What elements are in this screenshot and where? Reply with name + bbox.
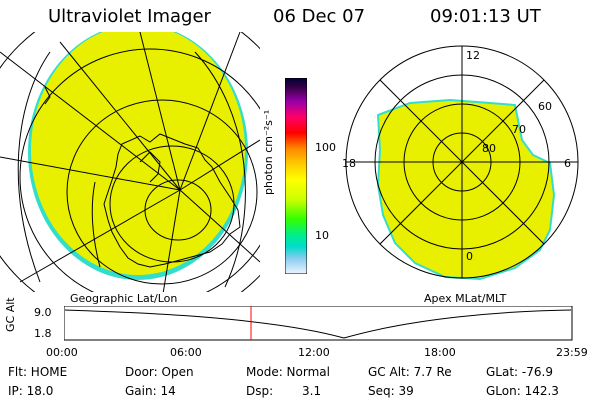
mode-status: Mode: Normal <box>246 365 330 379</box>
gain-value: Gain: 14 <box>125 384 176 398</box>
coastline <box>103 133 241 268</box>
xtick-0000: 00:00 <box>46 346 78 359</box>
altitude-ytick-low: 1.8 <box>34 327 52 340</box>
door-status: Door: Open <box>125 365 194 379</box>
geographic-label: Geographic Lat/Lon <box>70 292 178 305</box>
app-title: Ultraviolet Imager <box>48 6 211 27</box>
apex-polar-plot: 12 18 6 0 60 70 80 <box>342 45 579 281</box>
altitude-curve <box>64 309 572 339</box>
xtick-1800: 18:00 <box>424 346 456 359</box>
glon-value: GLon: 142.3 <box>486 384 559 398</box>
ip-value: IP: 18.0 <box>8 384 54 398</box>
mlt-tick-12: 12 <box>466 49 480 62</box>
dsp-label: Dsp: <box>246 384 274 398</box>
altitude-ylabel: GC Alt <box>4 297 17 332</box>
colorbar <box>285 78 307 274</box>
mlat-label-70: 70 <box>512 123 526 136</box>
colorbar-tick-10: 10 <box>315 229 329 242</box>
date-label: 06 Dec 07 <box>273 6 366 27</box>
mlt-tick-0: 0 <box>466 250 473 263</box>
seq-value: Seq: 39 <box>368 384 414 398</box>
mlt-tick-18: 18 <box>342 157 356 170</box>
dsp-value: 3.1 <box>302 384 322 398</box>
geographic-map <box>0 32 260 292</box>
gc-alt-value: GC Alt: 7.7 Re <box>368 365 452 379</box>
altitude-ytick-high: 9.0 <box>34 306 52 319</box>
mlt-tick-6: 6 <box>564 157 571 170</box>
glat-value: GLat: -76.9 <box>486 365 553 379</box>
apex-label: Apex MLat/MLT <box>424 292 507 305</box>
altitude-plot <box>64 306 573 341</box>
xtick-1200: 12:00 <box>298 346 330 359</box>
colorbar-unit-label: photon cm⁻²s⁻¹ <box>262 109 275 195</box>
mlat-label-80: 80 <box>482 142 496 155</box>
xtick-0600: 06:00 <box>170 346 202 359</box>
mlat-label-60: 60 <box>538 100 552 113</box>
time-label: 09:01:13 UT <box>430 6 541 27</box>
colorbar-tick-100: 100 <box>315 141 336 154</box>
xtick-2359: 23:59 <box>556 346 588 359</box>
flight-status: Flt: HOME <box>8 365 68 379</box>
